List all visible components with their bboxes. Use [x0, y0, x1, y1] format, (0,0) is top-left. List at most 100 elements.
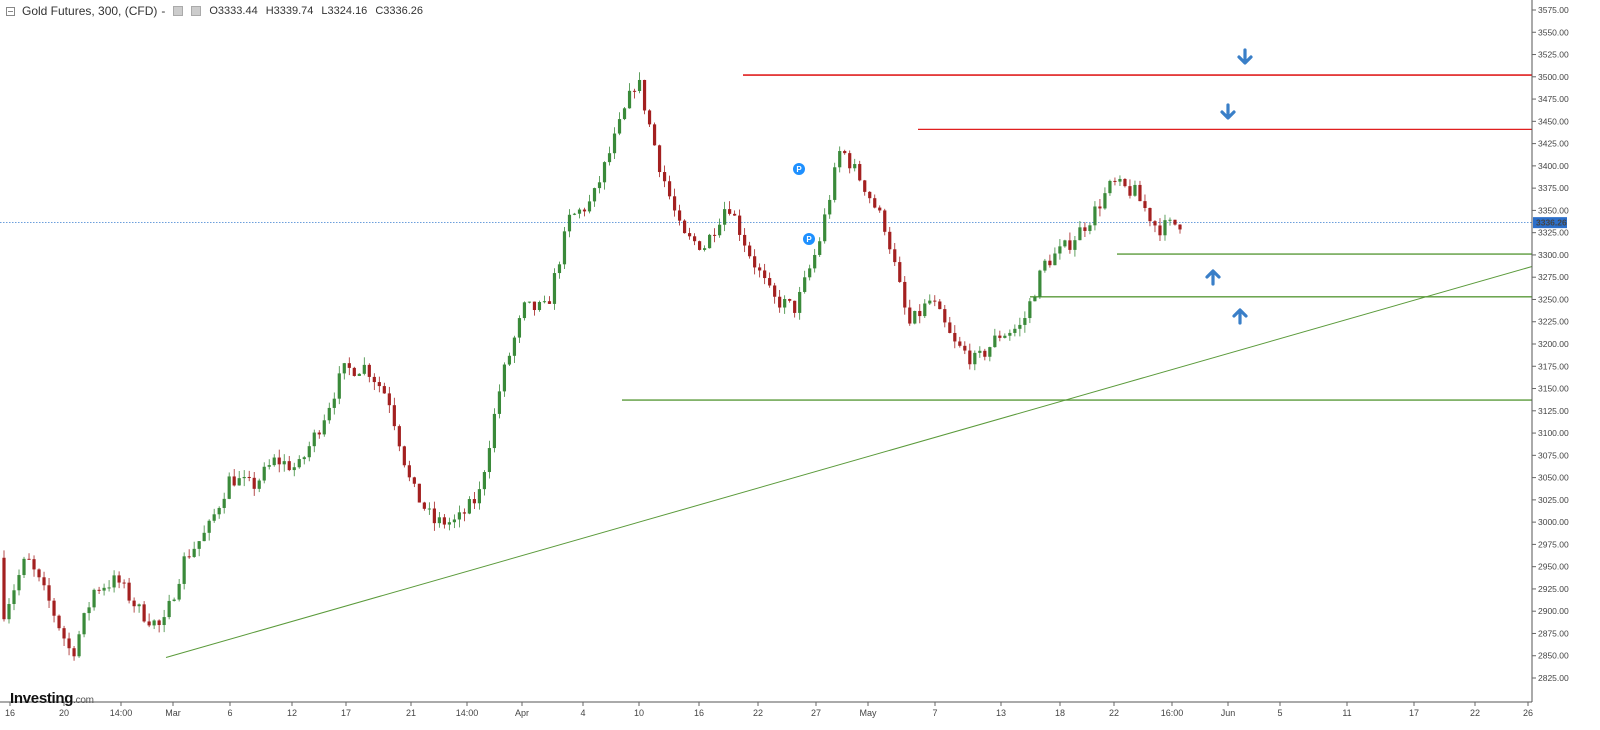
- open-value: O3333.44: [209, 5, 258, 17]
- candle: [432, 501, 436, 531]
- candle: [227, 472, 231, 500]
- candle-body: [547, 301, 552, 304]
- candle: [392, 397, 396, 431]
- candle-body: [452, 519, 456, 523]
- price-tick-label: 2975.00: [1538, 539, 1569, 549]
- candle: [232, 469, 236, 487]
- candle-body: [377, 382, 381, 387]
- candle-body: [1108, 180, 1112, 194]
- candle-body: [22, 558, 26, 576]
- candle: [893, 242, 897, 267]
- time-tick-label: 20: [59, 708, 69, 718]
- candle: [532, 301, 537, 316]
- arrow-down-icon: [1220, 103, 1236, 120]
- candle-body: [152, 620, 156, 626]
- candle-body: [432, 508, 436, 524]
- candle-body: [382, 386, 386, 394]
- candle-body: [402, 446, 406, 466]
- candle: [1088, 223, 1092, 235]
- price-tick-label: 3450.00: [1538, 116, 1569, 126]
- price-tick-label: 3050.00: [1538, 473, 1569, 483]
- candle-body: [442, 517, 446, 525]
- candle-body: [492, 413, 497, 449]
- candle-body: [27, 558, 31, 560]
- candle-body: [1168, 219, 1172, 221]
- candle-body: [507, 355, 512, 365]
- candle: [72, 646, 76, 661]
- candle-body: [692, 236, 697, 242]
- candle-body: [657, 145, 662, 173]
- candle-body: [738, 215, 742, 235]
- chart-header: Gold Futures, 300, (CFD) - O3333.44 H333…: [6, 4, 423, 18]
- candle-body: [1033, 297, 1037, 302]
- candle: [182, 552, 186, 590]
- candle: [1043, 258, 1047, 273]
- arrow-path: [1237, 48, 1253, 65]
- candle: [297, 455, 301, 469]
- candle-body: [672, 196, 677, 211]
- time-tick-label: 4: [580, 708, 585, 718]
- candle: [217, 506, 221, 519]
- candle-body: [627, 90, 632, 109]
- candle: [502, 362, 507, 397]
- price-axis[interactable]: 3575.00 3550.00 3525.00 3500.00 3475.00 3450.…: [1531, 0, 1569, 702]
- candle-body: [67, 638, 71, 649]
- candle: [427, 502, 431, 515]
- candle-body: [342, 363, 346, 374]
- candle: [457, 505, 461, 528]
- candle: [17, 569, 21, 596]
- candle-body: [122, 582, 126, 584]
- candle-body: [227, 476, 231, 499]
- time-axis[interactable]: 16 20 14:00 Mar 6 12 17 21 14:00 Apr 4 10 16 22 27 May 7…: [0, 701, 1533, 718]
- candle: [12, 584, 16, 611]
- candle: [642, 79, 647, 115]
- candle-body: [212, 514, 216, 521]
- candle: [587, 194, 592, 214]
- candle-body: [913, 310, 917, 324]
- candle: [853, 158, 857, 172]
- candle-body: [713, 234, 717, 236]
- visibility-icon[interactable]: [173, 6, 184, 16]
- candle-body: [1098, 206, 1102, 209]
- candle: [117, 571, 121, 589]
- candle-body: [1128, 186, 1132, 196]
- candle-body: [1173, 219, 1177, 225]
- candle: [983, 348, 987, 361]
- candle: [657, 144, 662, 178]
- candle-body: [167, 600, 171, 618]
- candle-body: [1148, 207, 1152, 222]
- candle: [197, 541, 201, 557]
- candle: [1158, 218, 1162, 242]
- candle-body: [873, 198, 877, 208]
- candle-body: [277, 457, 281, 465]
- settings-icon[interactable]: [191, 6, 202, 16]
- candle-body: [1163, 220, 1167, 236]
- candle-body: [472, 499, 476, 504]
- candle-body: [1093, 206, 1097, 226]
- candle: [147, 613, 151, 628]
- candle-body: [973, 352, 977, 365]
- candle: [858, 160, 862, 182]
- candle-body: [572, 213, 577, 215]
- candles-layer: [2, 72, 1182, 661]
- time-tick-label: 14:00: [456, 708, 479, 718]
- candle: [1073, 235, 1077, 257]
- header-dash: -: [161, 4, 166, 18]
- candle: [883, 208, 887, 236]
- price-tick-label: 3025.00: [1538, 495, 1569, 505]
- candle: [607, 146, 612, 166]
- candle: [898, 256, 902, 283]
- time-tick-label: 26: [1523, 708, 1533, 718]
- candle-body: [372, 376, 376, 383]
- collapse-icon[interactable]: [6, 6, 15, 16]
- time-tick-label: 27: [811, 708, 821, 718]
- candle-body: [447, 522, 451, 525]
- candle: [1093, 201, 1097, 231]
- candle: [462, 508, 466, 522]
- candle: [252, 471, 256, 496]
- candle: [397, 424, 401, 452]
- candle: [317, 430, 321, 439]
- candle: [1123, 178, 1127, 188]
- candle-body: [412, 477, 416, 484]
